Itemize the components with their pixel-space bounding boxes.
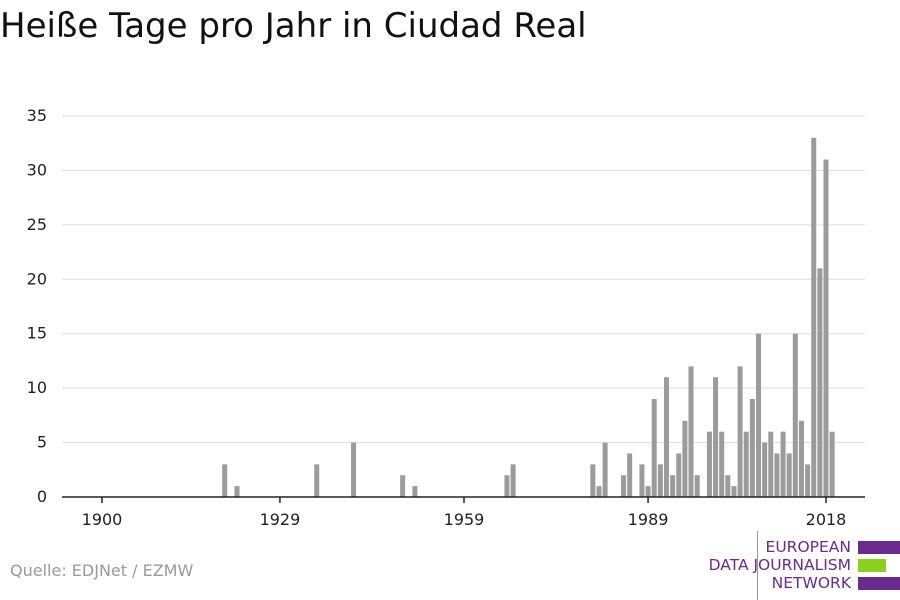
bar [590,464,596,497]
bar [694,475,700,497]
bar [602,442,608,497]
chart-title: Heiße Tage pro Jahr in Ciudad Real [0,6,587,46]
bar [780,431,786,497]
bar [314,464,320,497]
bar [676,453,682,497]
logo-divider [757,531,758,600]
bar [657,464,663,497]
bar [737,366,743,497]
y-tick-label: 25 [27,215,47,234]
logo-bar-green [858,559,886,572]
bar [713,377,719,497]
y-axis-labels: 0 5 10 15 20 25 30 35 [27,106,47,506]
bar [621,475,627,497]
bar [504,475,510,497]
x-axis-labels: 1900 1929 1959 1989 2018 [82,510,847,529]
bar [768,431,774,497]
x-tick-label: 1900 [82,510,123,529]
x-tick-label: 1929 [260,510,301,529]
axes [62,496,865,503]
bar [743,431,749,497]
bar [749,399,755,497]
source-note: Quelle: EDJNet / EZMW [10,561,194,580]
bar [762,442,768,497]
y-tick-label: 35 [27,106,47,125]
gridlines [62,115,865,444]
bar [798,420,804,497]
bar [234,486,240,497]
bar [222,464,228,497]
bar [627,453,633,497]
bar [756,333,762,497]
bar [706,431,712,497]
bar [351,442,357,497]
bar [792,333,798,497]
y-tick-label: 0 [37,487,47,506]
bar [596,486,602,497]
bar [682,420,688,497]
bar [412,486,418,497]
x-tick-label: 1989 [628,510,669,529]
logo-line-1: EUROPEAN [765,538,851,556]
bar [823,159,829,498]
y-tick-label: 5 [37,433,47,452]
bar [774,453,780,497]
edjnet-logo: EUROPEAN DATA JOURNALISM NETWORK [700,531,900,600]
bar [725,475,731,497]
bar [805,464,811,497]
bar [663,377,669,497]
x-tick-label: 1959 [444,510,485,529]
bar [731,486,737,497]
bar [786,453,792,497]
bar [829,431,835,497]
y-tick-label: 20 [27,269,47,288]
logo-bar-purple-bottom [858,577,900,590]
bar [400,475,406,497]
bar [817,268,823,497]
bar [811,137,817,497]
logo-line-2: DATA JOURNALISM [708,556,851,574]
x-tick-label: 2018 [806,510,847,529]
bars [222,137,835,498]
y-tick-label: 15 [27,324,47,343]
bar [719,431,725,497]
bar [651,399,657,497]
y-tick-label: 10 [27,378,47,397]
bar [645,486,651,497]
bar [688,366,694,497]
y-tick-label: 30 [27,160,47,179]
bar [670,475,676,497]
logo-line-3: NETWORK [771,574,851,592]
logo-bar-purple-top [858,541,900,554]
bar [639,464,645,497]
bar [510,464,516,497]
